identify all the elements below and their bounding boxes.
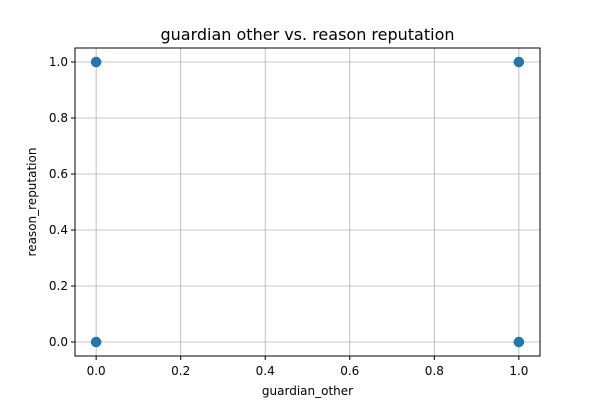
x-axis-ticks: 0.0 0.2 0.4 0.6 0.8 1.0 — [87, 356, 528, 378]
x-tick-label: 1.0 — [509, 364, 528, 378]
x-tick-label: 0.0 — [87, 364, 106, 378]
x-tick-label: 0.2 — [171, 364, 190, 378]
y-axis-ticks: 0.0 0.2 0.4 0.6 0.8 1.0 — [49, 55, 75, 349]
chart-title: guardian other vs. reason reputation — [160, 25, 454, 44]
y-axis-label: reason_reputation — [25, 148, 39, 257]
y-tick-label: 0.6 — [49, 167, 68, 181]
data-point — [513, 336, 525, 348]
plot-frame — [74, 47, 541, 357]
x-tick-label: 0.4 — [256, 364, 275, 378]
x-tick-label: 0.6 — [340, 364, 359, 378]
y-tick-label: 0.0 — [49, 335, 68, 349]
x-axis-label: guardian_other — [262, 384, 353, 398]
y-tick-label: 0.8 — [49, 111, 68, 125]
x-tick-label: 0.8 — [425, 364, 444, 378]
data-point — [90, 56, 102, 68]
y-tick-label: 0.4 — [49, 223, 68, 237]
data-point — [90, 336, 102, 348]
y-tick-label: 1.0 — [49, 55, 68, 69]
data-point — [513, 56, 525, 68]
y-tick-label: 0.2 — [49, 279, 68, 293]
data-points — [90, 56, 525, 348]
grid-lines — [75, 48, 540, 356]
